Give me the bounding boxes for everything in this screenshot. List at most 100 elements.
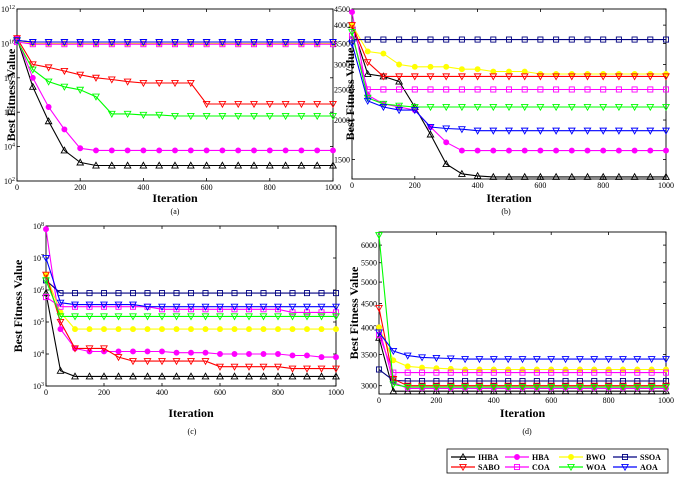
data-point <box>158 290 166 297</box>
data-point <box>390 369 397 376</box>
data-point <box>634 369 641 376</box>
data-point <box>536 172 545 180</box>
data-point <box>583 73 592 81</box>
series-coa <box>348 32 670 93</box>
data-point <box>28 39 37 47</box>
data-point <box>333 354 339 361</box>
data-point <box>489 73 498 81</box>
data-point <box>297 161 306 169</box>
data-point <box>447 365 454 372</box>
data-point <box>614 73 623 81</box>
data-point <box>604 382 613 390</box>
data-point <box>410 107 419 115</box>
y-tick-label: 3000 <box>361 382 377 391</box>
data-point <box>298 147 305 154</box>
data-point <box>303 372 311 380</box>
data-point <box>101 326 107 333</box>
data-point <box>662 73 670 81</box>
data-point <box>648 369 655 376</box>
data-point <box>281 161 290 169</box>
data-point <box>130 326 136 333</box>
data-point <box>139 111 148 119</box>
legend-label: SSOA <box>640 453 661 462</box>
data-point <box>250 113 258 121</box>
data-point <box>202 161 211 169</box>
data-point <box>129 372 137 380</box>
data-point <box>202 100 211 109</box>
data-point <box>317 372 326 380</box>
data-point <box>553 147 560 154</box>
data-point <box>76 158 85 166</box>
x-tick-label: 600 <box>545 396 557 405</box>
data-point <box>275 326 281 333</box>
data-point <box>107 110 116 118</box>
data-point <box>426 103 435 112</box>
data-point <box>77 145 84 152</box>
x-axis-label: Iteration <box>152 191 198 205</box>
series-woa <box>348 29 670 112</box>
data-point <box>567 127 576 135</box>
data-point <box>230 303 239 311</box>
data-point <box>57 326 64 333</box>
data-point <box>143 303 152 311</box>
data-point <box>662 384 670 392</box>
data-point <box>329 161 337 169</box>
x-tick-label: 800 <box>264 183 276 192</box>
data-point <box>202 290 209 297</box>
data-point <box>187 303 195 311</box>
data-point <box>129 301 137 309</box>
data-point <box>473 73 482 81</box>
data-point <box>473 171 482 179</box>
legend-label: BWO <box>586 453 606 462</box>
data-point <box>28 66 37 74</box>
series-aoa <box>348 40 670 135</box>
y-tick-label: 4000 <box>334 21 350 30</box>
y-tick-label: 105 <box>33 318 44 327</box>
data-point <box>139 79 148 88</box>
y-tick-label: 107 <box>33 254 44 263</box>
data-point <box>155 79 164 88</box>
x-axis-label: Iteration <box>486 191 532 205</box>
series-aoa <box>13 37 337 47</box>
data-point <box>217 326 223 333</box>
data-point <box>662 382 670 390</box>
data-point <box>630 103 639 112</box>
data-point <box>281 100 290 109</box>
data-point <box>123 110 132 118</box>
legend-label: HBA <box>532 453 550 462</box>
data-point <box>76 71 85 79</box>
series-line-ssoa <box>45 279 336 294</box>
data-point <box>234 100 243 109</box>
data-point <box>304 326 310 333</box>
data-point <box>536 103 545 112</box>
data-point <box>143 313 152 321</box>
y-tick-label: 6000 <box>361 241 377 250</box>
data-point <box>230 313 239 321</box>
data-point <box>457 126 466 134</box>
data-point <box>458 147 465 154</box>
data-point <box>44 78 53 86</box>
data-point <box>303 290 311 297</box>
data-point <box>44 39 53 47</box>
data-point <box>115 290 122 297</box>
data-point <box>143 372 152 380</box>
data-point <box>274 303 282 311</box>
data-point <box>411 36 418 43</box>
data-point <box>432 382 441 390</box>
data-point <box>446 382 455 390</box>
y-tick-label: 3500 <box>361 350 377 359</box>
data-point <box>318 326 325 333</box>
data-point <box>317 303 326 311</box>
data-point <box>172 358 181 366</box>
data-point <box>567 172 576 180</box>
data-point <box>446 355 455 363</box>
x-axis-label: Iteration <box>168 406 214 420</box>
data-point <box>186 161 195 169</box>
data-point <box>186 113 195 121</box>
data-point <box>474 86 481 93</box>
data-point <box>297 100 306 109</box>
data-point <box>604 356 613 364</box>
data-point <box>317 365 326 373</box>
legend-label: IHBA <box>478 453 499 462</box>
data-point <box>490 86 497 93</box>
